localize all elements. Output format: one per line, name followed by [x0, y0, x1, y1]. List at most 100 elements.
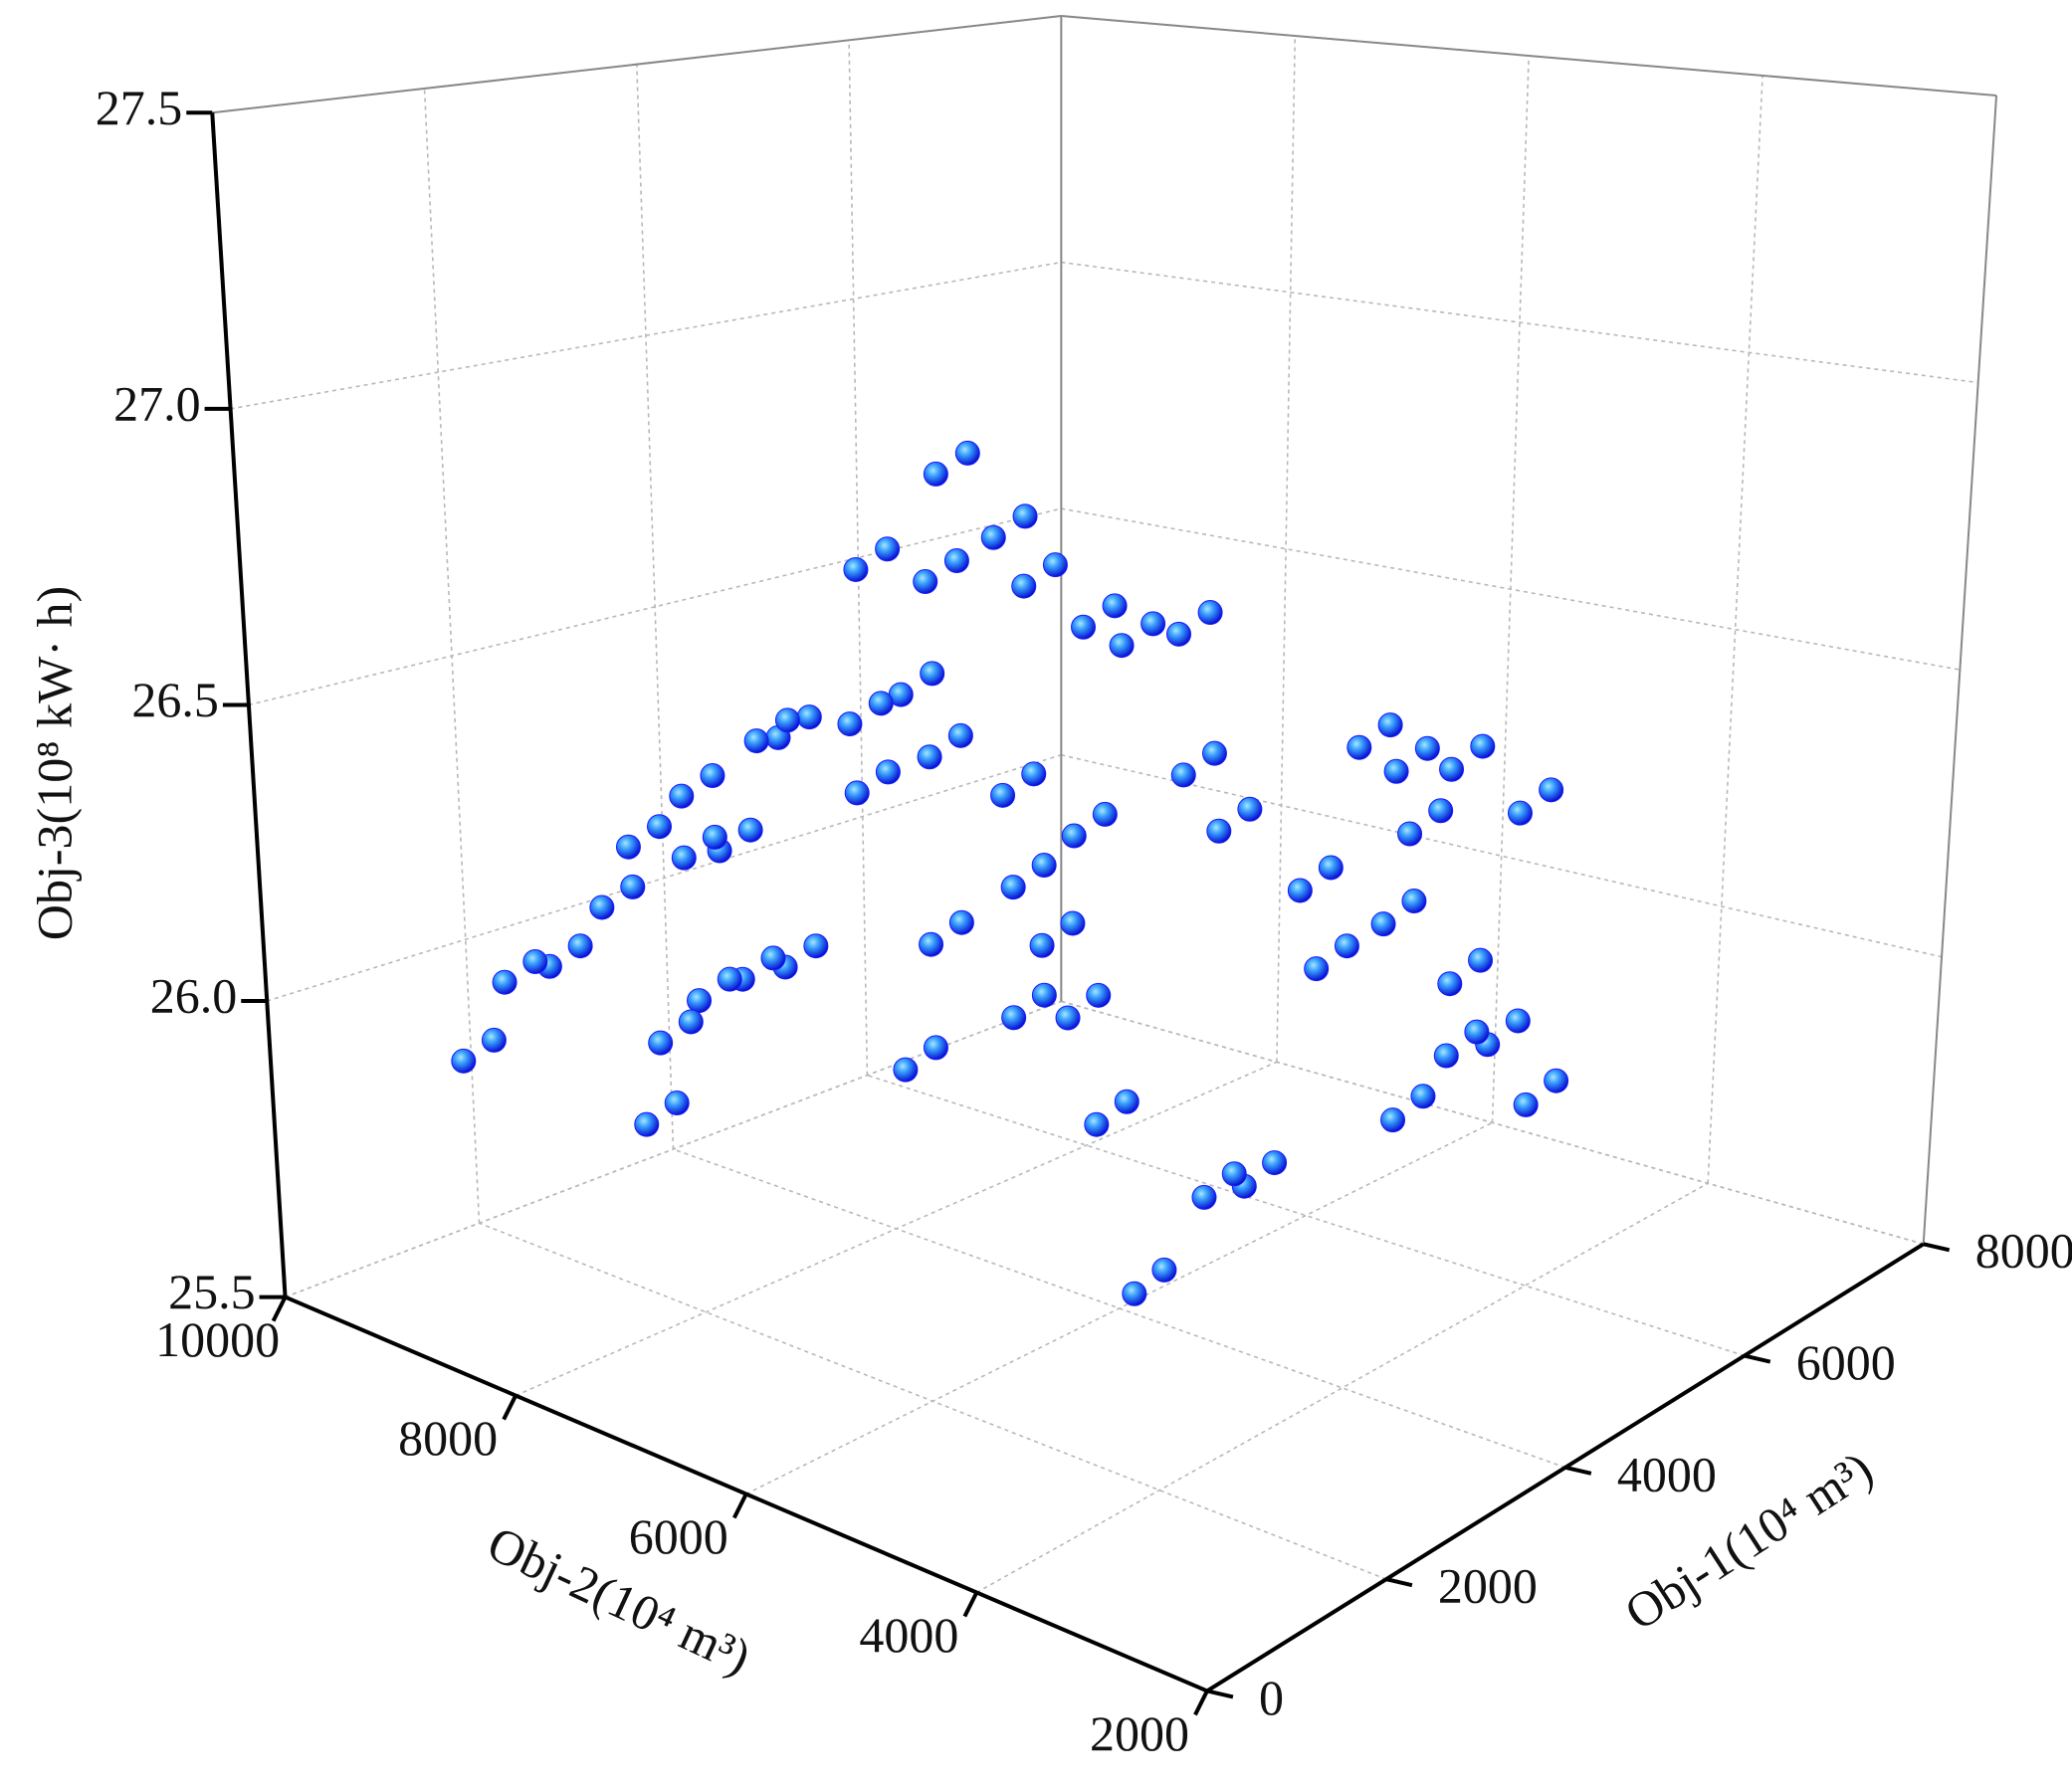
frame-edge — [212, 15, 1062, 114]
point — [717, 966, 742, 992]
point — [1304, 956, 1330, 982]
point — [737, 817, 763, 843]
x-tick — [1923, 1242, 1951, 1253]
point — [1001, 1005, 1027, 1031]
point — [647, 814, 673, 840]
point — [1206, 818, 1232, 844]
z-tick-label: 25.5 — [168, 1264, 256, 1319]
point — [917, 744, 942, 770]
point — [1287, 878, 1313, 903]
point — [1109, 633, 1135, 659]
y-tick — [731, 1492, 748, 1519]
point — [687, 988, 713, 1014]
point — [1513, 1092, 1539, 1117]
point — [875, 536, 901, 562]
point — [1012, 503, 1038, 529]
point — [1468, 947, 1494, 973]
point — [844, 780, 870, 806]
point — [919, 931, 944, 957]
point — [451, 1048, 477, 1074]
point — [796, 704, 822, 730]
point — [875, 759, 901, 785]
point — [1055, 1005, 1081, 1031]
point — [669, 783, 695, 809]
point — [1114, 1089, 1140, 1114]
x-tick-label: 0 — [1259, 1670, 1284, 1725]
x-tick-label: 2000 — [1438, 1558, 1538, 1614]
z-tick-label: 26.5 — [131, 672, 219, 727]
y-tick-label: 4000 — [859, 1607, 958, 1663]
point — [1170, 762, 1196, 788]
point — [1334, 933, 1359, 959]
point — [893, 1057, 919, 1083]
point — [1437, 971, 1463, 997]
point — [1197, 600, 1223, 626]
point — [700, 763, 725, 789]
grid-line — [267, 753, 1062, 1002]
point — [1380, 1107, 1406, 1133]
point — [1318, 855, 1344, 881]
grid-line — [745, 1121, 1493, 1495]
point — [1140, 611, 1166, 637]
x-tick-label: 4000 — [1617, 1446, 1717, 1501]
point — [923, 461, 948, 487]
point — [615, 834, 641, 860]
x-tick-label: 6000 — [1796, 1334, 1896, 1390]
grid-line — [1061, 753, 1943, 958]
y-tick-label: 6000 — [629, 1508, 728, 1564]
point — [522, 949, 548, 975]
point — [1071, 614, 1097, 640]
point — [620, 874, 646, 899]
frame-edge — [1061, 14, 1997, 97]
grid-line — [1707, 75, 1763, 1184]
point — [1102, 593, 1128, 619]
point — [634, 1111, 660, 1137]
grid-line — [230, 261, 1062, 410]
point — [743, 728, 769, 754]
point — [1505, 1008, 1531, 1034]
point — [980, 524, 1006, 550]
point — [1021, 761, 1047, 787]
y-tick — [271, 1295, 288, 1322]
point — [1151, 1257, 1177, 1283]
point — [920, 661, 945, 687]
z-tick-label: 27.5 — [96, 80, 183, 135]
grid-line — [1061, 261, 1978, 384]
point — [1031, 982, 1057, 1008]
y-tick-label: 10000 — [155, 1311, 280, 1367]
point — [1383, 758, 1409, 784]
point — [1428, 798, 1454, 824]
point — [1439, 756, 1465, 782]
point — [837, 711, 863, 737]
point — [1397, 821, 1423, 847]
point — [843, 556, 869, 582]
point — [567, 933, 593, 959]
point — [1507, 800, 1533, 826]
point — [1084, 1111, 1110, 1137]
point — [1031, 853, 1057, 879]
y-tick-label: 2000 — [1090, 1705, 1189, 1761]
point — [1237, 796, 1263, 822]
point — [648, 1030, 674, 1056]
x-tick-label: 8000 — [1975, 1223, 2072, 1279]
point — [774, 707, 800, 733]
x-tick — [1744, 1353, 1771, 1364]
grid-line — [515, 1061, 1278, 1397]
point — [760, 945, 786, 971]
x-tick — [1385, 1577, 1413, 1588]
y-tick — [502, 1394, 518, 1421]
point — [492, 969, 518, 995]
point — [1414, 735, 1440, 761]
point — [1262, 1150, 1288, 1176]
point — [1000, 875, 1026, 900]
point — [1539, 777, 1564, 803]
point — [868, 691, 894, 716]
grid-line — [248, 507, 1062, 706]
point — [481, 1027, 507, 1053]
point — [1401, 889, 1427, 914]
point — [1221, 1161, 1247, 1187]
x-tick — [1564, 1465, 1592, 1476]
point — [1433, 1043, 1459, 1069]
point — [990, 782, 1016, 808]
point — [1464, 1019, 1490, 1045]
